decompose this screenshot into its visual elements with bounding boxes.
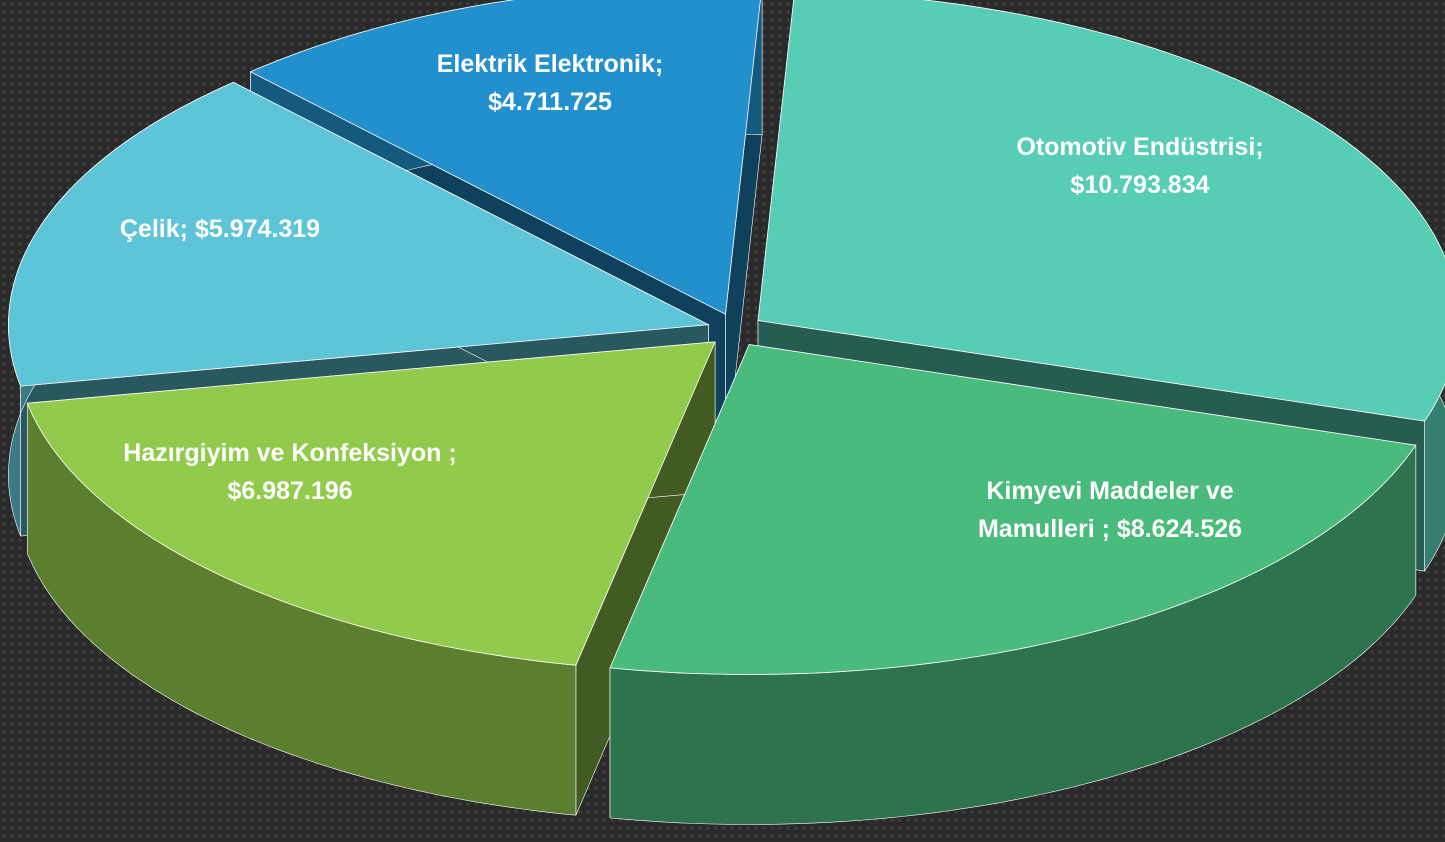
slice (609, 344, 1417, 675)
slice (7, 81, 710, 387)
label-category: Elektrik Elektronik; (436, 50, 664, 78)
slice (249, 0, 761, 315)
label-value: $4.711.725 (488, 88, 612, 116)
slice (26, 341, 716, 666)
label-value: $5.974.319 (194, 215, 321, 243)
data-label: Çelik; $5.974.319 (20, 210, 420, 248)
label-category: Hazırgiyim ve Konfeksiyon ; (123, 439, 457, 467)
label-category: Kimyevi Maddeler ve Mamulleri ; (977, 477, 1234, 543)
data-label: Hazırgiyim ve Konfeksiyon ; $6.987.196 (110, 434, 470, 510)
label-category: Otomotiv Endüstrisi; (1016, 133, 1264, 161)
data-label: Elektrik Elektronik; $4.711.725 (395, 45, 705, 121)
label-value: $8.624.526 (1116, 515, 1243, 543)
data-label: Kimyevi Maddeler ve Mamulleri ; $8.624.5… (930, 472, 1290, 548)
data-label: Otomotiv Endüstrisi; $10.793.834 (975, 128, 1305, 204)
label-value: $6.987.196 (227, 477, 353, 505)
slice (757, 0, 1445, 422)
label-category: Çelik; (119, 215, 188, 243)
label-value: $10.793.834 (1070, 171, 1210, 199)
